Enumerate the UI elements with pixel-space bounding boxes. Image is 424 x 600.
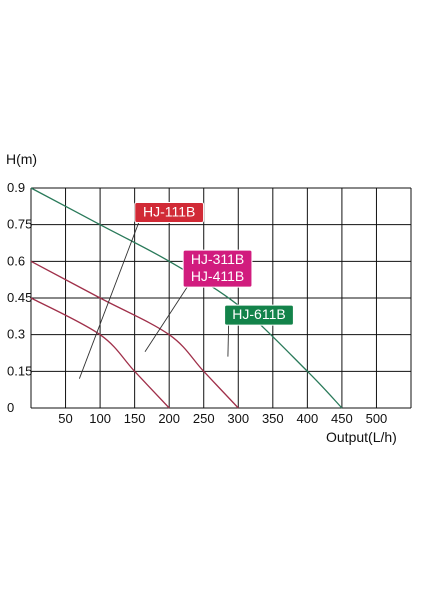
y-tick-label: 0 [7, 400, 14, 415]
series-line [30, 260, 239, 409]
leader-line [227, 325, 230, 357]
grid [30, 187, 412, 409]
series-tag-label: HJ-111B [143, 203, 195, 219]
series-tag-label: HJ-411B [191, 268, 244, 284]
x-tick-label: 500 [366, 411, 388, 426]
x-tick-label: 450 [331, 411, 353, 426]
y-tick-label: 0.45 [7, 290, 32, 305]
x-tick-label: 50 [58, 411, 72, 426]
y-tick-label: 0.75 [7, 217, 32, 232]
series-tag-box [224, 304, 294, 326]
series-tag-label: HJ-311B [191, 251, 244, 267]
series-tag-box [182, 249, 253, 288]
x-tick-label: 350 [262, 411, 284, 426]
x-axis-title: Output(L/h) [326, 429, 397, 445]
y-tick-label: 0.15 [7, 363, 32, 378]
x-tick-label: 400 [297, 411, 319, 426]
leader-line [144, 286, 188, 353]
y-tick-label: 0.3 [7, 327, 25, 342]
leader-line [78, 222, 140, 379]
series-tag-box [134, 201, 205, 223]
y-axis-title: H(m) [6, 151, 37, 167]
x-tick-label: 100 [89, 411, 111, 426]
series-line [30, 297, 170, 409]
series-tag-label: HJ-611B [232, 306, 285, 322]
tick-labels: 50 100 150 200 250 300 350 400 450 500 0 0.15 0.3 0.4… [7, 180, 387, 426]
x-tick-label: 150 [124, 411, 146, 426]
x-tick-label: 200 [158, 411, 180, 426]
x-tick-label: 300 [227, 411, 249, 426]
y-tick-label: 0.9 [7, 180, 25, 195]
x-tick-label: 250 [193, 411, 215, 426]
y-tick-label: 0.6 [7, 253, 25, 268]
